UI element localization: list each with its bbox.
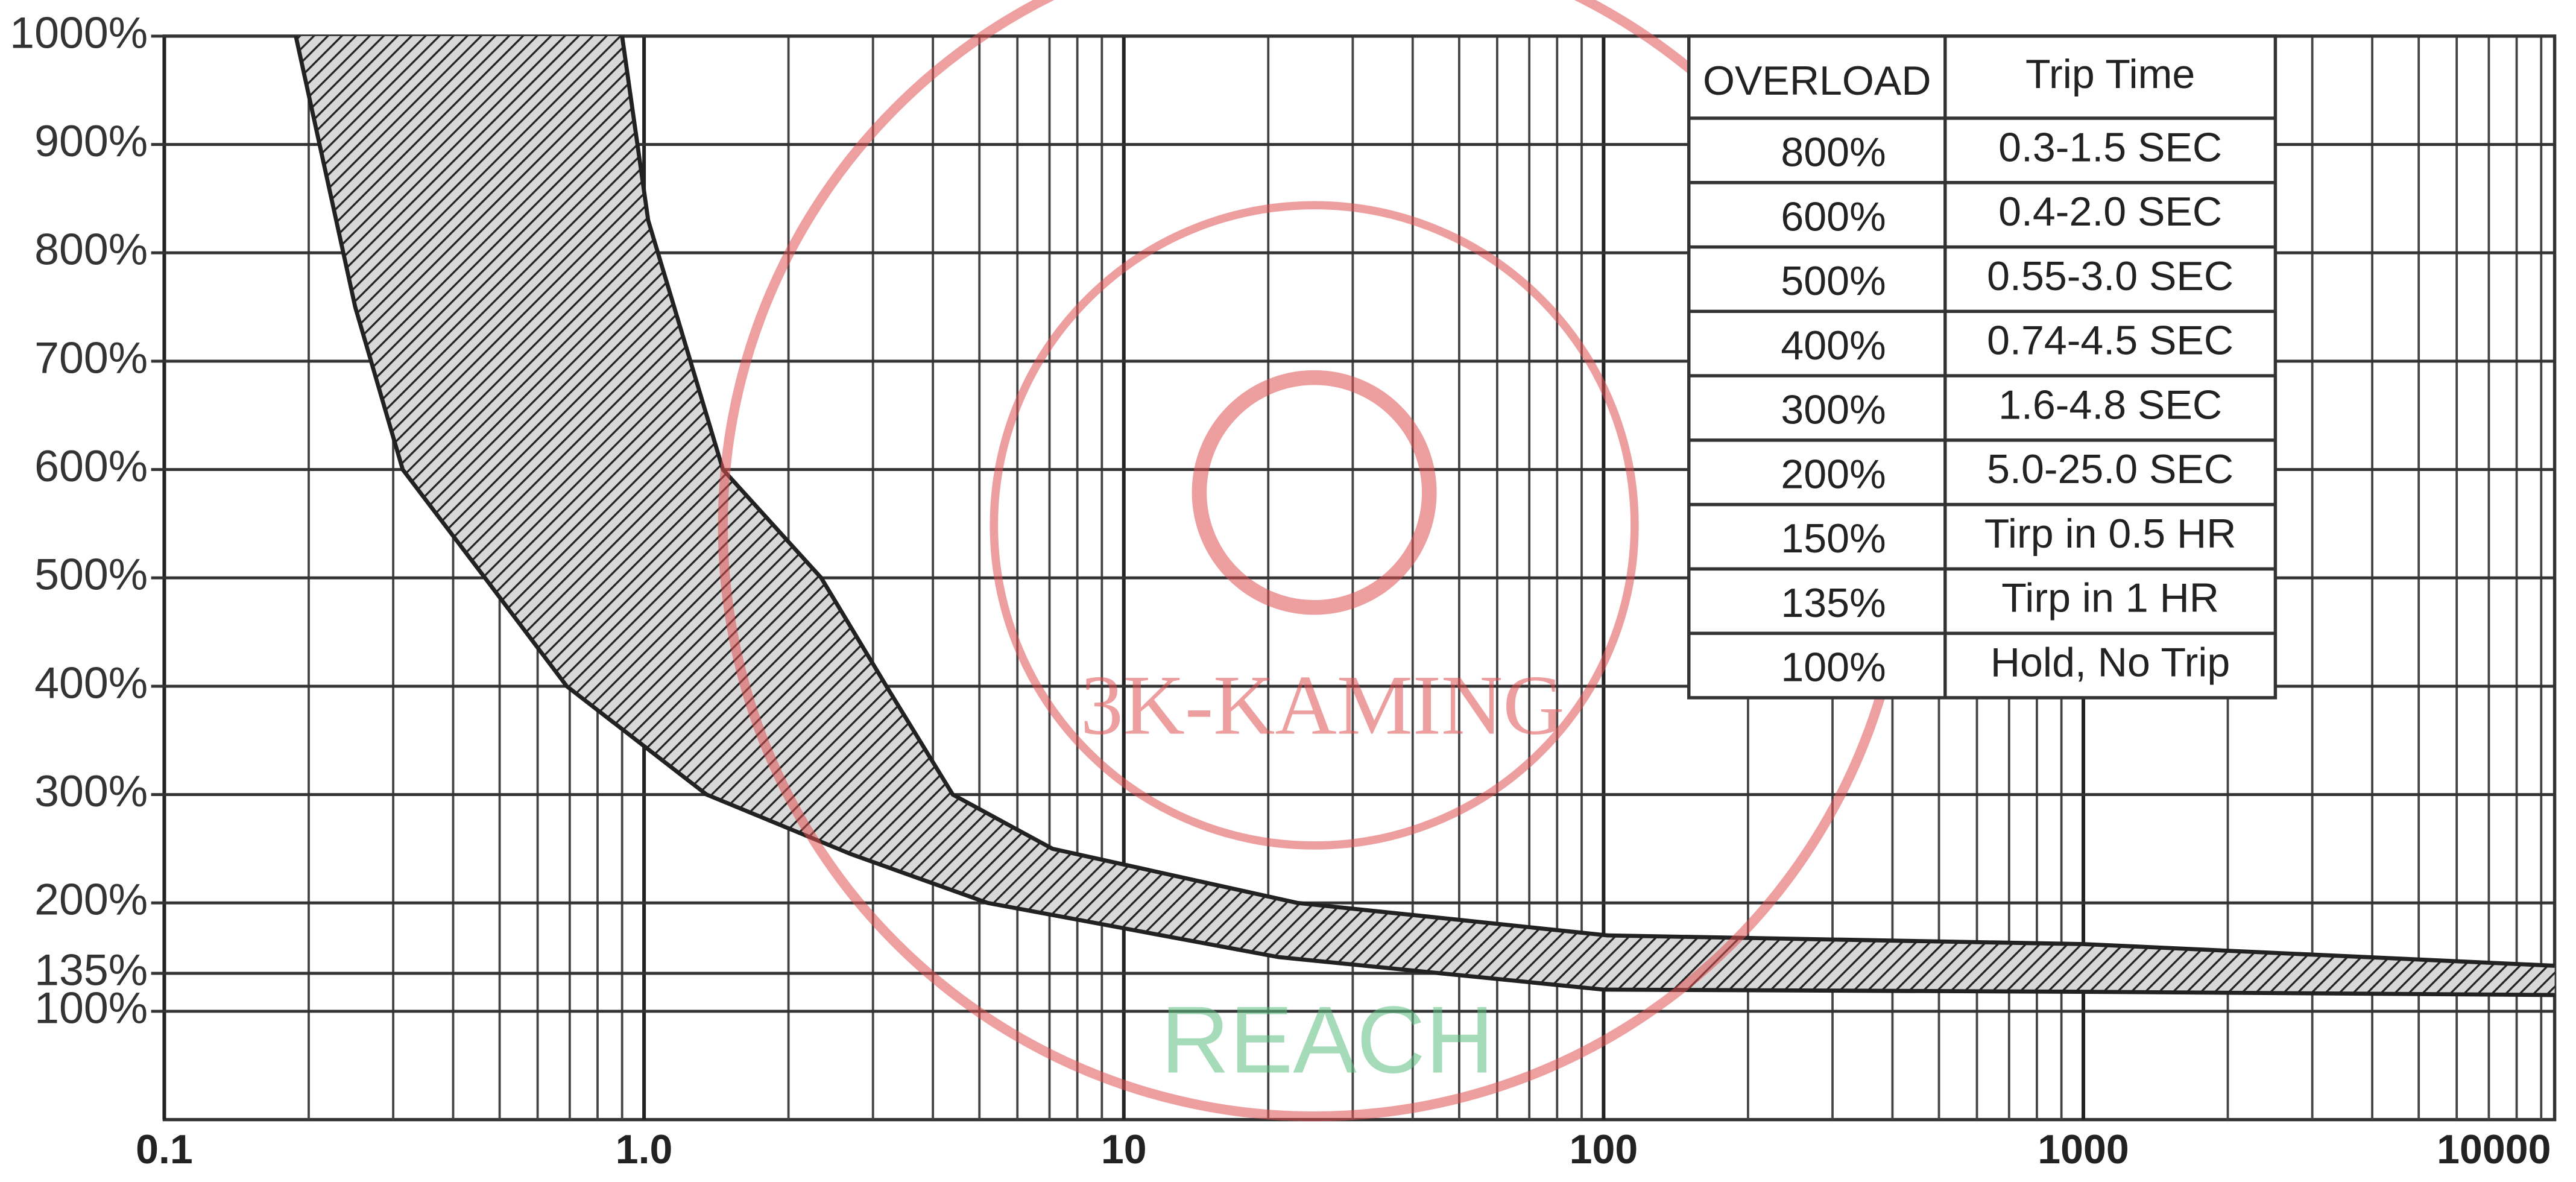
y-tick-label: 800% — [34, 224, 148, 274]
table: OVERLOAD Trip Time 800% 0.3-1.5 SEC 600% 0.4-… — [1687, 34, 2278, 700]
y-tick-label: 100% — [34, 982, 148, 1032]
y-tick-label: 900% — [34, 116, 148, 166]
table-cell: 0.74-4.5 SEC — [1987, 318, 2233, 364]
band-fill — [295, 36, 2555, 995]
band-slow-edge — [620, 36, 2555, 968]
table-cell: 400% — [1781, 323, 1886, 368]
table-cell: 600% — [1781, 194, 1886, 239]
table-cell: 0.4-2.0 SEC — [1998, 189, 2222, 235]
table-header: OVERLOAD — [1703, 58, 1931, 104]
table-cell: 5.0-25.0 SEC — [1987, 446, 2233, 492]
x-tick-label: 10000 — [2437, 1127, 2551, 1172]
x-tick-label: 100 — [1570, 1127, 1638, 1172]
y-tick-label: 500% — [34, 549, 148, 599]
watermark-icon — [1192, 370, 1437, 615]
table-cell: 0.3-1.5 SEC — [1998, 124, 2222, 170]
watermark-ring — [990, 201, 1639, 850]
table-cell: 135% — [1781, 580, 1886, 626]
x-tick-label: 10 — [1101, 1127, 1147, 1172]
y-tick-label: 135% — [34, 944, 148, 994]
table-cell: Hold, No Trip — [1990, 640, 2230, 686]
table-cell: 100% — [1781, 645, 1886, 691]
y-tick-label: 700% — [34, 332, 148, 382]
table-cell: 150% — [1781, 516, 1886, 561]
table-cell: 300% — [1781, 387, 1886, 433]
table-background — [1687, 34, 2278, 700]
axes: 0.1 1.0 10 100 1000 10000100%135%200%300%400%… — [10, 7, 2551, 1172]
table-cell: 1.6-4.8 SEC — [1998, 382, 2222, 428]
table-header: Trip Time — [2025, 51, 2195, 97]
y-tick-label: 300% — [34, 766, 148, 816]
table-cell: 200% — [1781, 451, 1886, 497]
y-tick-label: 1000% — [10, 7, 148, 57]
table-cell: Tirp in 1 HR — [2001, 575, 2219, 621]
y-tick-label: 600% — [34, 441, 148, 491]
y-tick-label: 400% — [34, 657, 148, 707]
x-tick-label: 1000 — [2038, 1127, 2129, 1172]
watermark-badge: REACH — [1161, 987, 1494, 1093]
y-tick-label: 200% — [34, 874, 148, 924]
x-tick-label: 0.1 — [136, 1127, 193, 1172]
table-cell: 800% — [1781, 130, 1886, 175]
table-cell: 500% — [1781, 258, 1886, 304]
table-cell: 0.55-3.0 SEC — [1987, 253, 2233, 299]
table-cell: Tirp in 0.5 HR — [1984, 511, 2237, 557]
watermark-logo: 3K-KAMING — [1081, 658, 1565, 753]
x-tick-label: 1.0 — [616, 1127, 673, 1172]
